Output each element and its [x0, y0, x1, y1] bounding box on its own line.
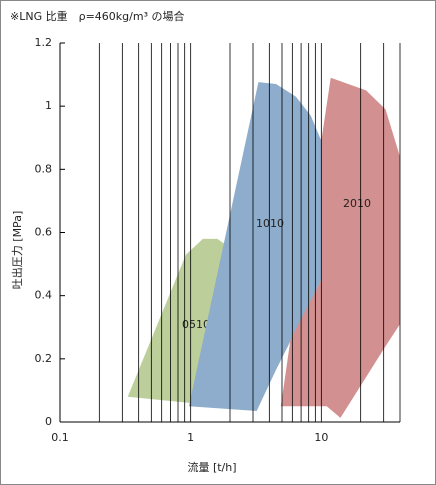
y-axis-label: 吐出圧力 [MPa] — [10, 211, 24, 289]
region — [127, 238, 243, 404]
x-axis-label: 流量 [t/h] — [187, 460, 236, 474]
region-label: 0510 — [182, 318, 210, 331]
region — [280, 77, 400, 418]
chart-title: ※LNG 比重 ρ=460kg/m³ の場合 — [10, 9, 184, 23]
y-tick-label: 0.2 — [35, 352, 53, 365]
region — [188, 82, 322, 411]
x-tick-label: 10 — [314, 431, 328, 444]
y-tick-label: 0.6 — [35, 226, 53, 239]
x-tick-label: 0.1 — [51, 431, 69, 444]
y-tick-label: 0.4 — [35, 289, 53, 302]
y-tick-label: 0 — [45, 415, 52, 428]
y-tick-label: 1 — [45, 99, 52, 112]
x-tick-label: 1 — [187, 431, 194, 444]
region-label: 1010 — [256, 217, 284, 230]
region-label: 2010 — [343, 197, 371, 210]
y-tick-label: 0.8 — [35, 162, 53, 175]
y-tick-label: 1.2 — [35, 36, 53, 49]
